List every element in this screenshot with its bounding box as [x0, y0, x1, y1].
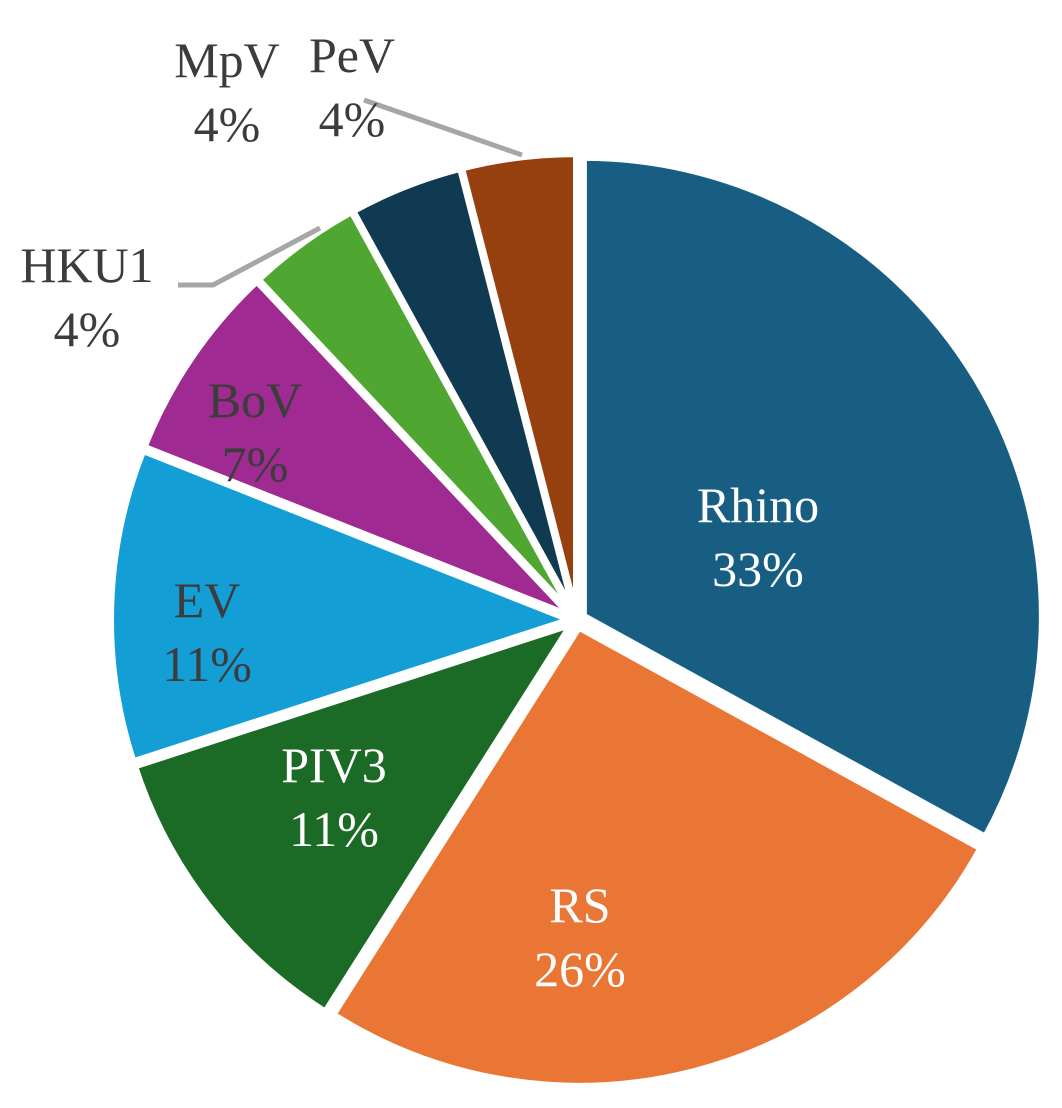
leader-line-hku1	[178, 225, 322, 288]
slice-label-pev: PeV 4%	[309, 27, 395, 147]
slice-name-label: HKU1	[20, 237, 153, 293]
slice-value-label: 7%	[222, 436, 289, 492]
slice-value-label: 33%	[712, 541, 804, 597]
slice-label-rhino: Rhino 33%	[697, 477, 819, 597]
slice-name-label: EV	[174, 572, 241, 628]
slice-label-mpv: MpV 4%	[174, 32, 280, 152]
pie-slice-rs	[330, 624, 984, 1089]
slice-label-bov: BoV 7%	[208, 372, 302, 492]
pie-slice-ev	[108, 448, 573, 765]
pie-slice-bov	[141, 278, 574, 619]
slice-value-label: 4%	[319, 91, 386, 147]
slices-layer	[108, 151, 1045, 1089]
pie-slice-pev	[459, 151, 579, 616]
slice-value-label: 11%	[289, 801, 379, 857]
slice-value-label: 11%	[162, 636, 252, 692]
slice-label-ev: EV 11%	[162, 572, 252, 692]
slice-name-label: RS	[549, 877, 610, 933]
slice-label-rs: RS 26%	[534, 877, 626, 997]
slice-label-hku1: HKU1 4%	[20, 237, 153, 357]
slice-label-piv3: PIV3 11%	[281, 737, 387, 857]
pie-slice-piv3	[132, 621, 574, 1015]
slice-name-label: BoV	[208, 372, 302, 428]
slice-value-label: 4%	[54, 301, 121, 357]
slice-value-label: 4%	[194, 96, 261, 152]
slice-name-label: PIV3	[281, 737, 387, 793]
leader-lines-layer	[178, 97, 523, 288]
slice-name-label: MpV	[174, 32, 280, 88]
leader-line-pev	[363, 97, 523, 158]
labels-layer: Rhino 33% RS 26% PIV3 11% EV 11% BoV 7% HKU1 4% MpV 4…	[20, 27, 819, 997]
pie-slice-rhino	[580, 154, 1045, 840]
slice-name-label: Rhino	[697, 477, 819, 533]
slice-name-label: PeV	[309, 27, 395, 83]
slice-value-label: 26%	[534, 941, 626, 997]
